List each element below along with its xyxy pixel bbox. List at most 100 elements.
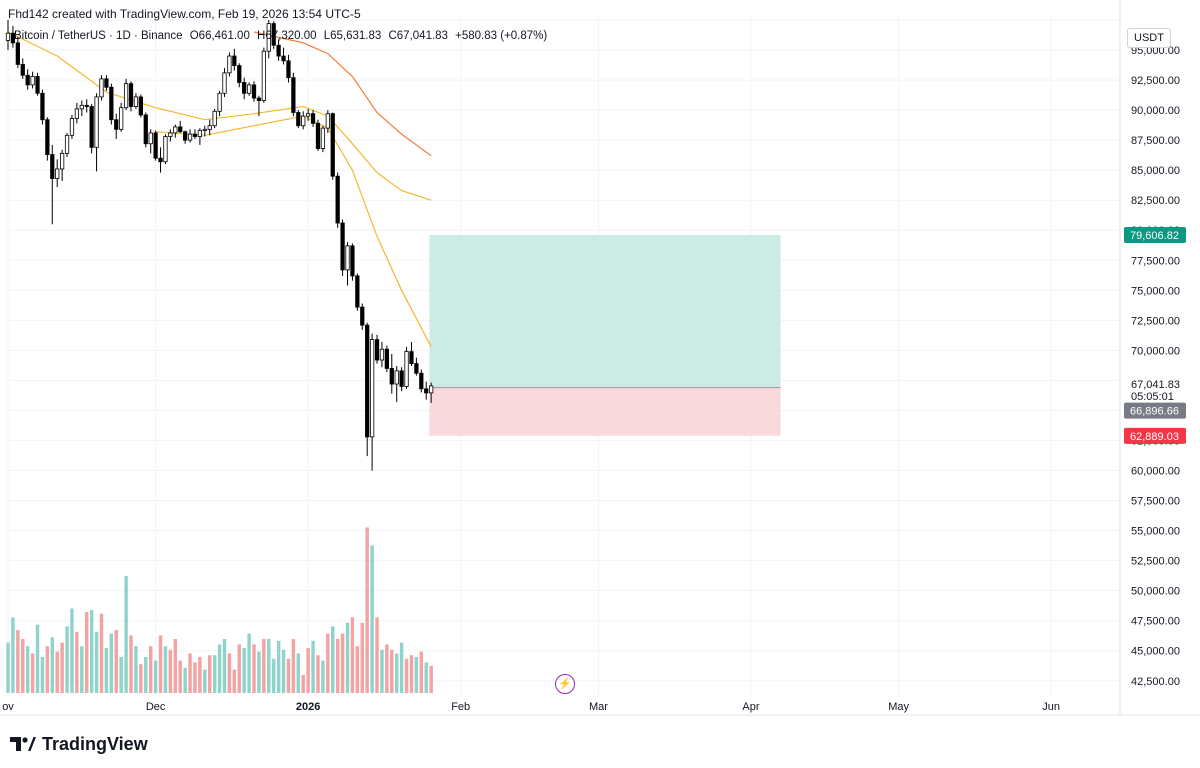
- volume-bar: [242, 648, 246, 693]
- candle-body: [187, 133, 193, 141]
- volume-bar: [281, 649, 286, 693]
- candle-body: [394, 370, 399, 385]
- time-tick-label: Apr: [742, 701, 759, 713]
- volume-bar: [267, 639, 271, 693]
- volume-bar: [45, 646, 50, 693]
- price-axis[interactable]: 95,000.00 92,500.00 90,000.00 87,500.00 85,0…: [1131, 45, 1180, 688]
- volume-bar: [203, 669, 207, 693]
- volume-bar: [173, 639, 178, 693]
- candle-body: [222, 72, 227, 94]
- candle: [40, 89, 45, 125]
- candle: [394, 366, 399, 403]
- candle-body: [345, 245, 350, 271]
- price-tick-label: 60,000.00: [1131, 466, 1180, 478]
- position-zones[interactable]: [429, 234, 781, 436]
- candle: [74, 102, 80, 124]
- target-price-tag: 79,606.82: [1130, 230, 1179, 242]
- volume-bar: [370, 545, 374, 693]
- candle-body: [232, 55, 237, 67]
- candle-body: [40, 92, 45, 121]
- candle-body: [227, 55, 232, 74]
- candle-body: [384, 348, 389, 369]
- candle: [222, 68, 227, 97]
- lightning-icon[interactable]: ⚡: [555, 674, 575, 694]
- candle: [399, 367, 404, 392]
- volume-bar: [134, 646, 138, 693]
- volume-bar: [222, 639, 227, 693]
- volume-bar: [148, 646, 153, 693]
- candle: [365, 322, 370, 457]
- candle: [301, 111, 306, 130]
- candle-body: [374, 339, 380, 361]
- candle: [320, 125, 326, 153]
- volume-bar: [217, 644, 222, 693]
- candle: [123, 78, 129, 111]
- volume-bar: [257, 651, 261, 693]
- volume-bar: [188, 653, 192, 693]
- candle: [119, 102, 124, 132]
- candle: [246, 82, 252, 96]
- candle-body: [109, 86, 114, 121]
- candle: [251, 81, 257, 102]
- volume-bar: [365, 527, 369, 693]
- volume-bar: [414, 657, 419, 693]
- volume-bar: [394, 653, 399, 693]
- volume-bar: [286, 658, 291, 693]
- candle: [178, 120, 183, 133]
- price-tick-label: 50,000.00: [1131, 586, 1180, 598]
- candle-body: [45, 119, 50, 155]
- candle: [64, 132, 70, 157]
- candle-body: [84, 104, 89, 107]
- candle: [379, 341, 385, 368]
- price-tick-label: 85,000.00: [1131, 165, 1180, 177]
- candle: [79, 100, 84, 117]
- volume-bar: [168, 649, 173, 693]
- candle-body: [409, 351, 414, 365]
- candle-body: [153, 132, 158, 159]
- volume-bar: [80, 646, 84, 693]
- candle: [237, 63, 242, 88]
- candle: [227, 52, 232, 77]
- candle-body: [138, 96, 143, 116]
- candle: [168, 129, 173, 142]
- candle-body: [291, 77, 296, 113]
- volume-bar: [340, 633, 345, 693]
- candle-body: [242, 82, 247, 94]
- candle-body: [158, 157, 163, 163]
- time-axis[interactable]: ov Dec 2026 Feb Mar Apr May Jun: [2, 701, 1060, 713]
- candle-body: [340, 222, 345, 271]
- countdown-label: 05:05:01: [1131, 391, 1174, 403]
- volume-bar: [252, 644, 256, 693]
- candle: [69, 114, 75, 139]
- candle-body: [306, 113, 311, 117]
- candle: [55, 159, 60, 187]
- candle-body: [399, 370, 404, 387]
- footer-brand[interactable]: TradingView: [10, 732, 148, 756]
- volume-bar: [419, 651, 424, 693]
- volume-bar: [89, 610, 94, 693]
- volume-bar: [237, 644, 241, 693]
- volume-bar: [311, 640, 315, 693]
- price-tick-label: 72,500.00: [1131, 315, 1180, 327]
- candle: [148, 129, 153, 154]
- candle-body: [173, 126, 178, 134]
- candle: [345, 242, 350, 286]
- price-tick-label: 70,000.00: [1131, 345, 1180, 357]
- candle: [266, 20, 271, 59]
- currency-button[interactable]: USDT: [1127, 28, 1171, 48]
- legend-symbol[interactable]: Bitcoin / TetherUS · 1D · Binance: [14, 30, 183, 42]
- volume-bar: [153, 660, 158, 693]
- candle: [409, 341, 414, 367]
- volume-bar: [75, 631, 79, 693]
- volume-bar: [276, 640, 281, 693]
- legend-close: C67,041.83: [388, 30, 448, 42]
- candle: [374, 334, 380, 364]
- price-tick-label: 87,500.00: [1131, 135, 1180, 147]
- ma-fast-line: [155, 115, 432, 348]
- volume-bar: [262, 639, 266, 693]
- candle-body: [251, 84, 257, 99]
- candle-body: [296, 112, 301, 127]
- candle-body: [325, 113, 330, 129]
- candle-body: [35, 76, 40, 94]
